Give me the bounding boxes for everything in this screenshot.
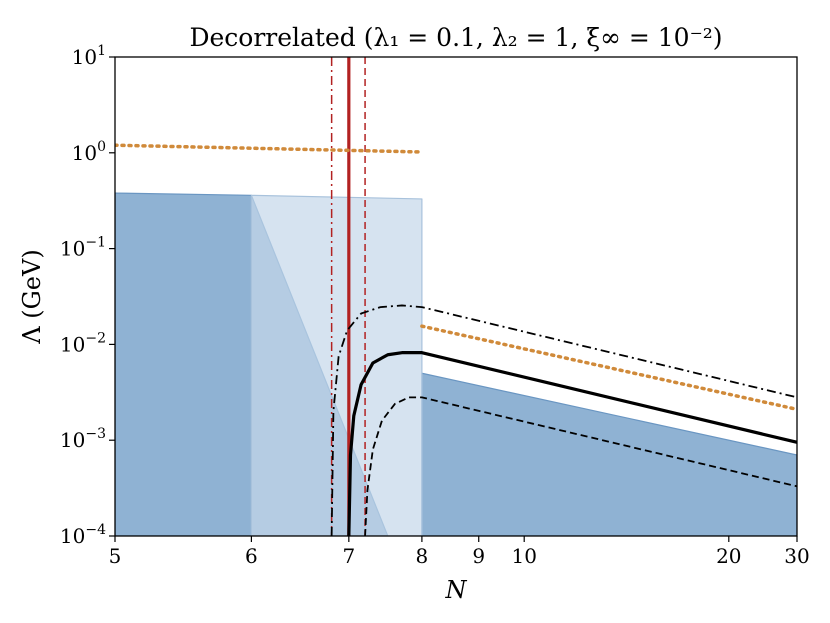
series-line-5 xyxy=(364,396,797,536)
series-line-4 xyxy=(330,304,797,536)
y-axis-title: Λ (GeV) xyxy=(18,249,46,344)
x-tick-label: 9 xyxy=(472,544,485,568)
series-line-3 xyxy=(347,351,797,536)
x-tick-label: 20 xyxy=(716,544,741,568)
x-tick-label: 30 xyxy=(784,544,809,568)
axis-ticks: 5 6 7 8 9 10 20 30 10−4 10−3 10−2 10−1 100 101 xyxy=(60,43,810,568)
y-tick-label: 10−4 xyxy=(60,522,106,548)
y-tick-label: 10−3 xyxy=(60,426,106,452)
series-line-1 xyxy=(115,143,424,154)
y-tick-label: 10−2 xyxy=(60,330,106,356)
x-tick-label: 5 xyxy=(109,544,122,568)
x-tick-label: 10 xyxy=(511,544,536,568)
vertical-lines xyxy=(330,57,366,536)
x-tick-label: 7 xyxy=(342,544,355,568)
plot-frame xyxy=(114,56,798,537)
chart-title: Decorrelated (λ₁ = 0.1, λ₂ = 1, ξ∞ = 10⁻… xyxy=(189,23,722,52)
series-line-2 xyxy=(420,324,797,412)
excluded-region-3 xyxy=(250,194,423,536)
excluded-regions xyxy=(115,192,797,536)
y-tick-label: 10−1 xyxy=(60,235,106,261)
x-tick-label: 6 xyxy=(245,544,258,568)
series-curves xyxy=(115,143,797,536)
y-tick-label: 100 xyxy=(72,139,106,165)
y-tick-label: 101 xyxy=(72,43,106,69)
x-axis-title: N xyxy=(445,576,468,604)
x-tick-label: 8 xyxy=(416,544,429,568)
